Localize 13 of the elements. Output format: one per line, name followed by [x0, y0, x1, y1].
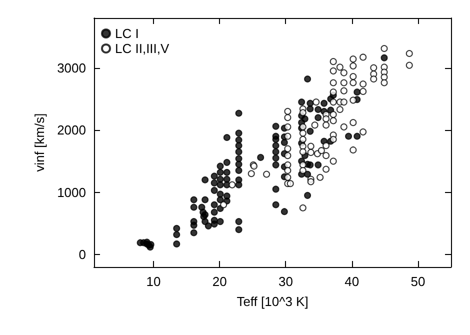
x-tick-label: 50: [410, 274, 426, 289]
x-tick-label: 20: [212, 274, 227, 289]
y-tick-label: 1000: [57, 184, 86, 200]
y-tick-label: 2000: [57, 122, 86, 138]
legend-label: LC I: [115, 26, 139, 41]
legend-label: LC II,III,V: [115, 41, 170, 56]
x-tick-label: 10: [146, 274, 161, 289]
x-axis-title: Teff [10^3 K]: [236, 294, 308, 309]
y-tick-label: 3000: [57, 60, 86, 76]
y-axis-title: vinf [km/s]: [32, 113, 47, 172]
x-tick-label: 40: [344, 274, 360, 289]
x-tick-label: 30: [278, 274, 293, 289]
y-tick-label: 0: [78, 247, 86, 262]
